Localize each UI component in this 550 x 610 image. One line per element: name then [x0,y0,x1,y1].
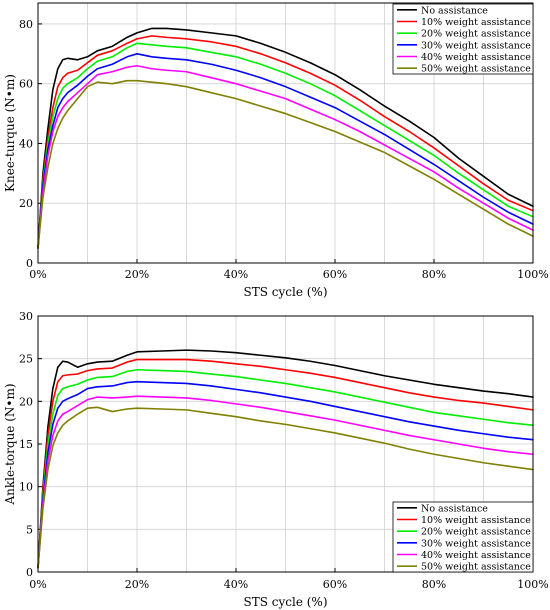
x-tick-label: 80% [422,268,446,281]
legend-label: 30% weight assistance [421,40,531,51]
y-axis-title: Knee-turque (N•m) [3,74,17,192]
y-tick-label: 0 [26,257,33,270]
grid [38,316,533,572]
y-tick-label: 80 [19,18,33,31]
legend-label: 10% weight assistance [421,515,531,526]
y-tick-label: 25 [19,353,33,366]
series-line-5 [37,406,534,569]
ankle-torque-chart: 0% 20% 40% 60% 80% 100% 0 5 10 15 20 25 30 No assista… [3,310,549,609]
legend-label: No assistance [421,503,488,514]
series-line-2 [37,368,534,569]
legend-label: 40% weight assistance [421,52,531,63]
x-axis-title: STS cycle (%) [244,595,328,609]
y-tick-label: 5 [26,523,33,536]
y-axis-title: Ankle-torque (N•m) [3,383,17,505]
x-tick-label: 40% [224,578,248,591]
legend-label: 50% weight assistance [421,64,531,75]
legend-label: 30% weight assistance [421,538,531,549]
series-line-1 [37,358,534,569]
y-tick-label: 40 [19,137,33,150]
series-line-4 [37,64,534,249]
series-line-3 [37,53,534,249]
series-line-5 [37,79,534,249]
x-tick-label: 20% [125,578,149,591]
series-line-3 [37,380,534,569]
y-tick-label: 30 [19,310,33,323]
series-line-2 [37,42,534,249]
legend-label: No assistance [421,5,488,16]
series-line-0 [37,349,534,569]
legend-label: 10% weight assistance [421,17,531,28]
x-tick-label: 0% [29,578,46,591]
legend-label: 20% weight assistance [421,527,531,538]
x-axis-title: STS cycle (%) [244,285,328,299]
x-tick-label: 100% [517,578,548,591]
series-line-1 [37,35,534,249]
x-tick-label: 60% [323,578,347,591]
knee-torque-chart: 0% 20% 40% 60% 80% 100% 0 20 40 60 80 No assistance… [3,2,549,299]
legend-label: 50% weight assistance [421,562,531,573]
series-line-0 [37,27,534,249]
plot-frame [37,315,534,573]
y-tick-label: 15 [19,438,33,451]
y-tick-label: 10 [19,481,33,494]
x-tick-label: 40% [224,268,248,281]
series-line-4 [37,395,534,569]
x-tick-label: 20% [125,268,149,281]
x-tick-label: 0% [29,268,46,281]
x-tick-label: 80% [422,578,446,591]
plot-frame [37,2,534,264]
y-tick-label: 20 [19,395,33,408]
x-tick-label: 100% [517,268,548,281]
y-tick-label: 0 [26,566,33,579]
y-tick-label: 60 [19,78,33,91]
x-tick-label: 60% [323,268,347,281]
legend-box [392,501,534,573]
legend-label: 40% weight assistance [421,550,531,561]
y-tick-label: 20 [19,197,33,210]
legend-label: 20% weight assistance [421,29,531,40]
legend-box [392,3,534,75]
